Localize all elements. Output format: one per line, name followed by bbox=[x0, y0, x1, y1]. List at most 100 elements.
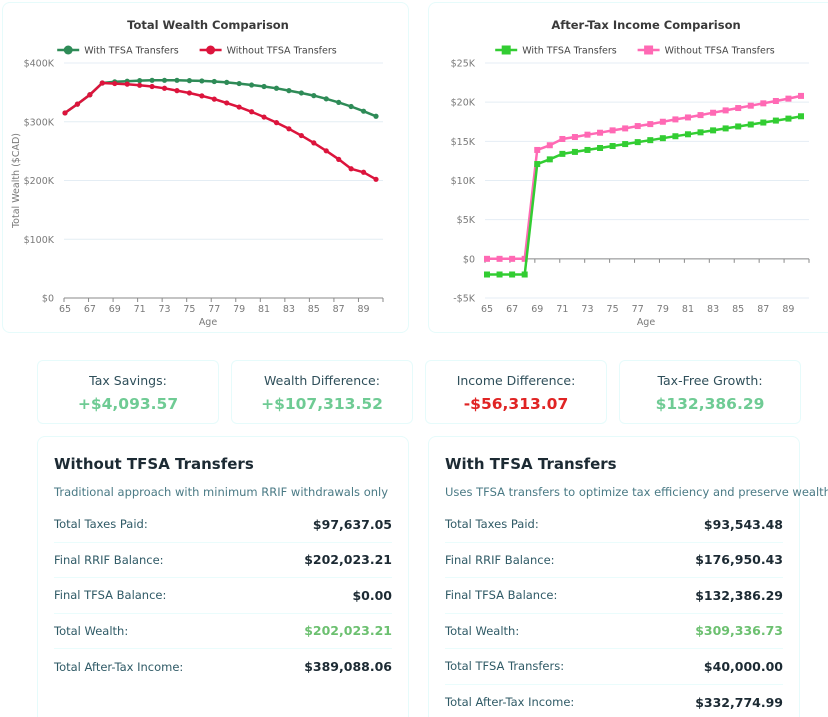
data-point bbox=[99, 80, 105, 86]
data-point bbox=[559, 135, 566, 142]
data-point bbox=[647, 121, 654, 128]
data-point bbox=[298, 90, 304, 96]
chart-legend: With TFSA Transfers Without TFSA Transfer… bbox=[57, 45, 337, 57]
row-value: $202,023.21 bbox=[304, 623, 392, 639]
x-tick-label: 65 bbox=[59, 304, 71, 315]
series-line bbox=[64, 81, 377, 181]
data-point bbox=[298, 132, 304, 139]
row-value: $202,023.21 bbox=[304, 552, 392, 568]
legend-marker bbox=[644, 45, 654, 55]
row-label: Total Taxes Paid: bbox=[445, 517, 539, 532]
data-point bbox=[571, 148, 578, 155]
x-tick-label: 79 bbox=[233, 304, 245, 315]
series-line bbox=[487, 94, 802, 261]
total-wealth-chart: Total Wealth Comparison With TFSA Transfe… bbox=[11, 18, 384, 328]
data-point bbox=[772, 97, 779, 104]
stat-value: -$56,313.07 bbox=[463, 395, 569, 413]
data-point bbox=[747, 102, 754, 109]
data-point bbox=[149, 77, 155, 83]
data-point bbox=[722, 125, 729, 132]
y-axis-title: Total Wealth ($CAD) bbox=[11, 133, 22, 229]
x-tick-label: 81 bbox=[258, 304, 270, 315]
x-tick-label: 71 bbox=[556, 304, 568, 315]
data-point bbox=[546, 142, 553, 149]
data-point bbox=[597, 129, 604, 136]
data-point bbox=[124, 81, 130, 87]
data-point bbox=[521, 271, 528, 278]
data-point bbox=[62, 110, 68, 116]
data-point bbox=[571, 134, 578, 141]
row-value: $389,088.06 bbox=[304, 659, 392, 675]
x-tick-label: 67 bbox=[506, 304, 518, 315]
data-point bbox=[559, 150, 566, 157]
x-tick-label: 65 bbox=[481, 304, 493, 315]
row-label: Final RRIF Balance: bbox=[54, 552, 164, 567]
data-point bbox=[546, 156, 553, 163]
data-point bbox=[161, 77, 168, 83]
data-point bbox=[509, 271, 516, 278]
legend-item: With TFSA Transfers bbox=[495, 45, 617, 57]
data-point bbox=[149, 83, 155, 90]
data-point bbox=[735, 123, 742, 130]
x-tick-label: 75 bbox=[607, 304, 619, 315]
data-point bbox=[484, 271, 490, 278]
chart-title: Total Wealth Comparison bbox=[127, 18, 289, 32]
row-value: $332,774.99 bbox=[695, 694, 783, 710]
total-wealth-chart-card: Total Wealth Comparison With TFSA Transfe… bbox=[2, 2, 409, 333]
data-point bbox=[710, 127, 717, 134]
card-title: With TFSA Transfers bbox=[445, 455, 617, 473]
chart-legend: With TFSA Transfers Without TFSA Transfer… bbox=[495, 45, 775, 57]
data-point bbox=[584, 131, 591, 138]
row-label: Total Taxes Paid: bbox=[54, 517, 148, 532]
data-point bbox=[236, 104, 242, 110]
stat-value: +$107,313.52 bbox=[261, 395, 383, 413]
data-point bbox=[634, 123, 641, 130]
data-point bbox=[186, 90, 192, 96]
data-point bbox=[798, 113, 804, 120]
data-point bbox=[261, 83, 267, 90]
data-point bbox=[747, 121, 754, 128]
y-tick-label: $25K bbox=[451, 59, 476, 70]
data-point bbox=[760, 100, 767, 107]
y-tick-label: $20K bbox=[451, 98, 476, 109]
data-point bbox=[609, 143, 616, 150]
legend-label: Without TFSA Transfers bbox=[227, 46, 337, 57]
data-point bbox=[323, 96, 329, 102]
stat-card-tax-free-growth: Tax-Free Growth: $132,386.29 bbox=[619, 360, 801, 424]
data-point bbox=[710, 109, 717, 116]
data-point bbox=[74, 101, 81, 107]
data-point bbox=[224, 79, 230, 85]
card-description: Uses TFSA transfers to optimize tax effi… bbox=[445, 485, 828, 499]
stat-label: Tax-Free Growth: bbox=[657, 373, 763, 388]
data-point bbox=[785, 115, 792, 122]
row-value: $0.00 bbox=[352, 587, 392, 603]
data-point bbox=[286, 126, 292, 132]
x-tick-label: 85 bbox=[732, 304, 744, 315]
data-point bbox=[273, 85, 280, 91]
data-point bbox=[199, 93, 205, 99]
row-label: Total Wealth: bbox=[445, 623, 520, 638]
with-tfsa-card: With TFSA Transfers Uses TFSA transfers … bbox=[428, 436, 828, 717]
data-point bbox=[348, 103, 354, 110]
data-point bbox=[760, 119, 767, 126]
after-tax-income-chart-card: After-Tax Income Comparison With TFSA Tra… bbox=[428, 2, 828, 333]
data-point bbox=[273, 120, 280, 126]
data-point bbox=[174, 88, 180, 94]
data-point bbox=[509, 255, 516, 262]
row-label: Final RRIF Balance: bbox=[445, 552, 555, 567]
data-point bbox=[496, 255, 503, 262]
data-point bbox=[311, 140, 317, 146]
x-tick-label: 85 bbox=[308, 304, 320, 315]
data-point bbox=[597, 144, 604, 151]
series-without-tfsa-transfers bbox=[62, 80, 379, 182]
row-label: Total Wealth: bbox=[54, 623, 129, 638]
legend-item: Without TFSA Transfers bbox=[637, 45, 775, 57]
legend-label: With TFSA Transfers bbox=[84, 46, 179, 57]
series-line bbox=[487, 115, 802, 276]
data-point bbox=[336, 99, 342, 105]
row-label: Total After-Tax Income: bbox=[54, 659, 184, 674]
data-point bbox=[87, 92, 93, 98]
data-point bbox=[249, 109, 255, 115]
data-point bbox=[697, 112, 704, 119]
legend-item: With TFSA Transfers bbox=[57, 45, 179, 57]
